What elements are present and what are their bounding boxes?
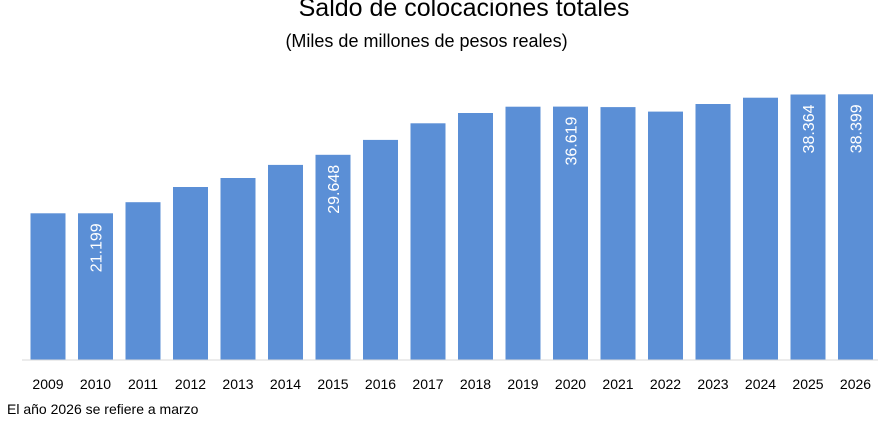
bars-group bbox=[30, 94, 873, 361]
bar-2024 bbox=[743, 97, 778, 360]
x-tick-label-2022: 2022 bbox=[650, 376, 681, 392]
x-tick-label-2015: 2015 bbox=[317, 376, 348, 392]
x-tick-label-2016: 2016 bbox=[365, 376, 396, 392]
x-tick-label-2009: 2009 bbox=[32, 376, 63, 392]
x-tick-label-2025: 2025 bbox=[792, 376, 823, 392]
bar-2013 bbox=[220, 178, 256, 360]
x-tick-label-2024: 2024 bbox=[745, 376, 776, 392]
data-label-2010: 21.199 bbox=[89, 223, 106, 272]
bar-2014 bbox=[268, 164, 303, 360]
bar-2020 bbox=[553, 106, 588, 360]
bar-2021 bbox=[600, 107, 636, 360]
x-tick-label-2023: 2023 bbox=[697, 376, 728, 392]
bar-2017 bbox=[410, 123, 446, 360]
chart-subtitle: (Miles de millones de pesos reales) bbox=[285, 31, 568, 51]
bar-2011 bbox=[125, 202, 161, 360]
data-label-2015: 29.648 bbox=[326, 165, 343, 214]
x-tick-label-2011: 2011 bbox=[128, 376, 158, 392]
data-labels: 21.199 29.648 36.619 38.364 38.399 bbox=[89, 104, 866, 272]
x-tick-label-2013: 2013 bbox=[222, 376, 253, 392]
x-tick-label-2019: 2019 bbox=[507, 376, 538, 392]
chart-title: Saldo de colocaciones totales bbox=[298, 0, 630, 22]
x-tick-label-2014: 2014 bbox=[270, 376, 301, 392]
data-label-2026: 38.399 bbox=[849, 104, 866, 153]
bar-2023 bbox=[695, 104, 731, 360]
bar-2016 bbox=[363, 139, 398, 360]
bar-2022 bbox=[648, 111, 683, 360]
x-tick-label-2010: 2010 bbox=[80, 376, 111, 392]
data-label-2025: 38.364 bbox=[801, 104, 818, 153]
data-label-2020: 36.619 bbox=[564, 116, 581, 165]
bar-2012 bbox=[173, 187, 208, 360]
bar-2009 bbox=[30, 213, 66, 360]
bar-2019 bbox=[505, 106, 541, 360]
bar-2025 bbox=[790, 94, 826, 360]
x-tick-label-2018: 2018 bbox=[460, 376, 491, 392]
x-tick-label-2026: 2026 bbox=[840, 376, 871, 392]
bar-2015 bbox=[315, 154, 351, 360]
bar-2018 bbox=[458, 113, 493, 360]
x-tick-label-2017: 2017 bbox=[412, 376, 443, 392]
bar-2010 bbox=[78, 213, 113, 360]
x-tick-labels: 2009 2010 2011 2012 2013 2014 2015 2016 2017 2018… bbox=[32, 376, 871, 392]
x-tick-label-2020: 2020 bbox=[555, 376, 586, 392]
x-tick-label-2021: 2021 bbox=[602, 376, 633, 392]
x-tick-label-2012: 2012 bbox=[175, 376, 206, 392]
footnote: El año 2026 se refiere a marzo bbox=[7, 401, 199, 417]
bar-2026 bbox=[838, 94, 873, 361]
